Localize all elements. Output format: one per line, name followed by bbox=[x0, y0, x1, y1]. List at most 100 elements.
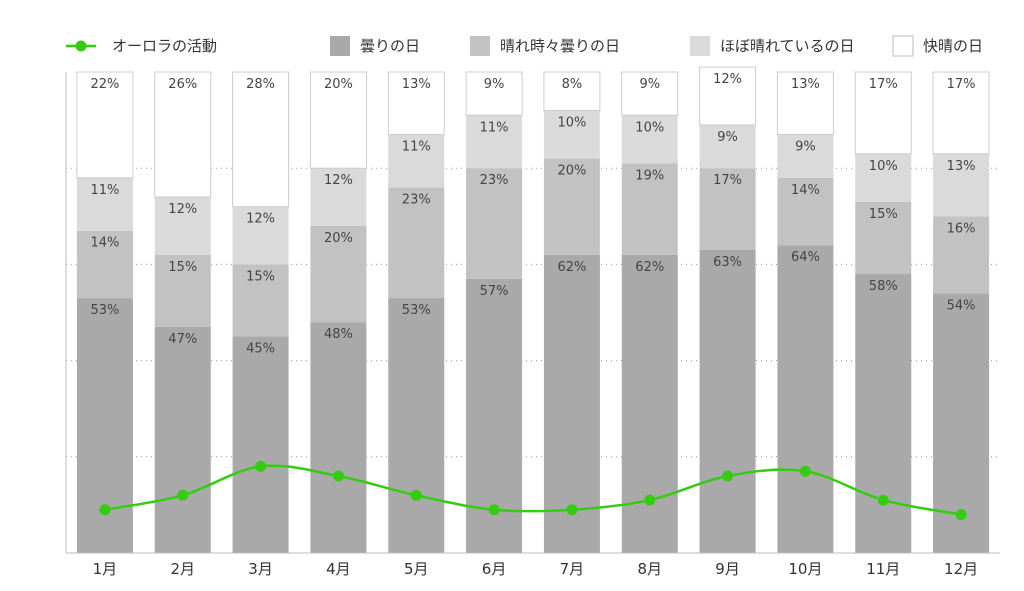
bar-segment bbox=[232, 264, 289, 337]
bar-segment bbox=[699, 124, 756, 169]
legend-label: 快晴の日 bbox=[923, 37, 983, 55]
data-label: 11% bbox=[480, 120, 509, 135]
bar-segment bbox=[154, 71, 212, 198]
data-label: 10% bbox=[557, 115, 586, 130]
bar-segment bbox=[543, 158, 600, 255]
bar-segment bbox=[232, 206, 289, 265]
data-label: 20% bbox=[557, 164, 586, 179]
bar-segment bbox=[777, 177, 834, 246]
bar-segment bbox=[232, 71, 290, 208]
x-tick-label: 2月 bbox=[170, 560, 195, 578]
data-label: 12% bbox=[713, 72, 742, 87]
bar-segment bbox=[76, 177, 133, 231]
bar-segment bbox=[154, 254, 211, 327]
bar-segment bbox=[776, 71, 834, 136]
aurora-point bbox=[177, 489, 189, 501]
bar-segment bbox=[933, 216, 990, 294]
data-label: 11% bbox=[402, 140, 431, 155]
bar-segment bbox=[933, 153, 990, 217]
data-label: 13% bbox=[791, 77, 820, 92]
data-label: 58% bbox=[869, 279, 898, 294]
data-label: 20% bbox=[324, 77, 353, 92]
aurora-line-series bbox=[99, 460, 967, 521]
data-label: 48% bbox=[324, 327, 353, 342]
aurora-point bbox=[332, 470, 344, 482]
x-tick-label: 9月 bbox=[715, 560, 740, 578]
aurora-point bbox=[255, 460, 267, 472]
data-label: 23% bbox=[402, 192, 431, 207]
data-label: 62% bbox=[557, 260, 586, 275]
data-label: 54% bbox=[947, 298, 976, 313]
aurora-point bbox=[955, 509, 967, 521]
data-label: 9% bbox=[639, 77, 660, 92]
bar-segment bbox=[543, 110, 600, 159]
bar-segment bbox=[466, 115, 523, 169]
bars bbox=[76, 66, 990, 553]
legend-label: オーロラの活動 bbox=[112, 37, 217, 55]
data-label: 9% bbox=[717, 130, 738, 145]
x-tick-label: 10月 bbox=[788, 560, 822, 578]
legend-swatch bbox=[892, 35, 914, 57]
data-label: 17% bbox=[947, 77, 976, 92]
data-label: 64% bbox=[791, 250, 820, 265]
x-tick-label: 12月 bbox=[944, 560, 978, 578]
x-tick-label: 1月 bbox=[93, 560, 118, 578]
data-label: 45% bbox=[246, 342, 275, 357]
bar-segment bbox=[387, 71, 445, 136]
aurora-point bbox=[644, 494, 656, 506]
bar-segment bbox=[310, 168, 367, 226]
legend-swatch bbox=[330, 36, 350, 56]
bar-segment bbox=[310, 322, 367, 553]
x-tick-label: 8月 bbox=[637, 560, 662, 578]
aurora-point bbox=[488, 504, 500, 516]
legend-line-dot bbox=[75, 40, 87, 52]
data-label: 26% bbox=[168, 77, 197, 92]
x-tick-label: 7月 bbox=[560, 560, 585, 578]
bar-segment bbox=[777, 245, 834, 553]
bar-segment bbox=[543, 71, 601, 111]
data-label: 23% bbox=[480, 173, 509, 188]
bar-segment bbox=[699, 249, 756, 553]
data-label: 9% bbox=[484, 77, 505, 92]
bar-segment bbox=[699, 168, 756, 250]
data-label: 47% bbox=[168, 332, 197, 347]
bar-segment bbox=[855, 201, 912, 275]
bar-segment bbox=[621, 115, 678, 164]
bar-segment bbox=[76, 71, 134, 179]
bar-segment bbox=[543, 254, 600, 553]
bar-segment bbox=[388, 298, 445, 553]
bar-segment bbox=[854, 71, 912, 155]
aurora-point bbox=[566, 504, 578, 516]
x-tick-label: 3月 bbox=[248, 560, 273, 578]
data-label: 11% bbox=[90, 183, 119, 198]
bar-segment bbox=[855, 274, 912, 553]
data-label: 10% bbox=[869, 159, 898, 174]
aurora-point bbox=[722, 470, 734, 482]
aurora-point bbox=[410, 489, 422, 501]
x-tick-label: 4月 bbox=[326, 560, 351, 578]
data-label: 15% bbox=[869, 207, 898, 222]
bar-segment bbox=[154, 326, 211, 553]
legend-label: ほぼ晴れているの日 bbox=[720, 37, 855, 55]
legend-swatch bbox=[690, 36, 710, 56]
data-label: 28% bbox=[246, 77, 275, 92]
data-label: 12% bbox=[246, 212, 275, 227]
bar-segment bbox=[466, 168, 523, 279]
data-label: 15% bbox=[168, 260, 197, 275]
data-label: 62% bbox=[635, 260, 664, 275]
bar-segment bbox=[76, 230, 133, 299]
data-label: 22% bbox=[90, 77, 119, 92]
data-label: 12% bbox=[168, 202, 197, 217]
bar-segment bbox=[621, 254, 678, 553]
data-label: 13% bbox=[402, 77, 431, 92]
data-label: 10% bbox=[635, 120, 664, 135]
data-label: 15% bbox=[246, 269, 275, 284]
legend: オーロラの活動 曇りの日 晴れ時々曇りの日 ほぼ晴れているの日 快晴の日 bbox=[66, 35, 983, 57]
data-labels: 53% 14% 11% 22% 47% 15% 12% 26% 45% 15% 12% 28% 48% 2… bbox=[90, 72, 975, 356]
aurora-point bbox=[877, 494, 889, 506]
bar-segment bbox=[232, 336, 289, 553]
data-label: 9% bbox=[795, 140, 816, 155]
data-label: 12% bbox=[324, 173, 353, 188]
